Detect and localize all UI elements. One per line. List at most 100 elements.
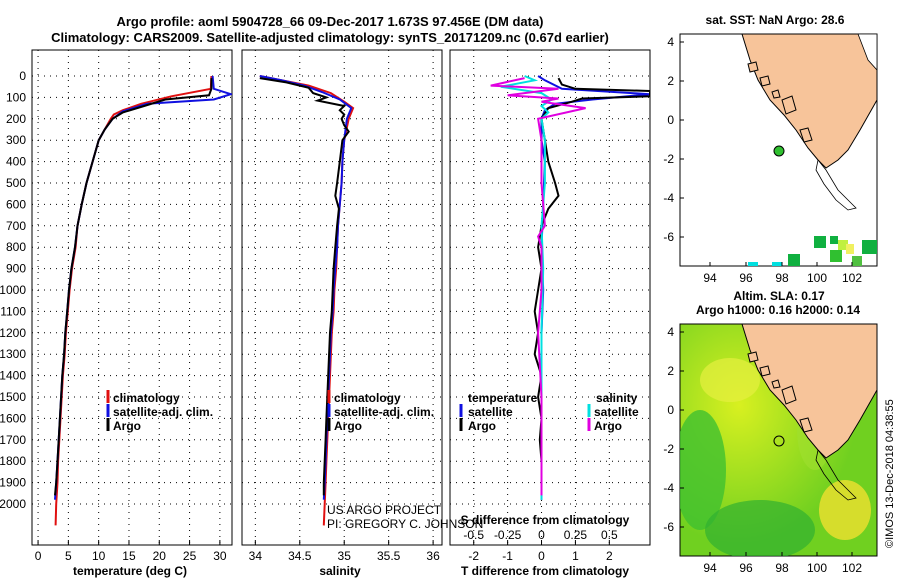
- temperature-tick-label: 10: [92, 549, 106, 563]
- map-y-tick-label: 0: [667, 403, 674, 417]
- legend-climatology-label: climatology: [113, 391, 180, 405]
- map-axis-labels: 94 96 98 100 102 4 2 0 -2 -4 -6 94 96 98 100 102 4 2 0 -2 -4…: [663, 35, 862, 575]
- temperature-tick-label: 0: [35, 549, 42, 563]
- sla-anomaly: [705, 500, 815, 556]
- depth-tick-label: 1900: [0, 476, 26, 490]
- map-x-tick-label: 98: [775, 561, 789, 575]
- sla-map-title-1: Altim. SLA: 0.17: [733, 289, 825, 303]
- legend-temperature-title: temperature: [468, 391, 538, 405]
- depth-tick-label: 900: [6, 262, 26, 276]
- difference-legend: temperature satellite Argo salinity sate…: [459, 391, 639, 433]
- legend-satellite-label: satellite-adj. clim.: [113, 405, 213, 419]
- sst-cell: [830, 250, 842, 262]
- map-x-tick-label: 102: [842, 271, 862, 285]
- mentawai-islands: [815, 159, 857, 211]
- salinity-tick-label: 36: [426, 549, 440, 563]
- sst-cell: [788, 254, 800, 266]
- salinity-tick-label: 35: [338, 549, 352, 563]
- map-x-tick-label: 96: [739, 561, 753, 575]
- island: [771, 379, 781, 389]
- sst-cell: [814, 236, 826, 248]
- sst-cell: [838, 240, 848, 250]
- island: [781, 95, 797, 115]
- sla-map-title-2: Argo h1000: 0.16 h2000: 0.14: [696, 303, 860, 317]
- depth-tick-label: 200: [6, 112, 26, 126]
- sst-cell: [772, 262, 782, 266]
- depth-tick-label: 1400: [0, 369, 26, 383]
- temperature-tick-label: 30: [213, 549, 227, 563]
- temperature-tick-label: 5: [65, 549, 72, 563]
- salinity-axis-label: salinity: [319, 564, 361, 578]
- map-y-tick-label: -4: [663, 481, 674, 495]
- s-difference-tick-label: -0.5: [463, 528, 484, 542]
- header-line-2: Climatology: CARS2009. Satellite-adjuste…: [51, 30, 609, 45]
- series-t-argo: [533, 77, 650, 496]
- series-t-satellite: [537, 75, 650, 500]
- sla-anomaly: [819, 480, 871, 540]
- t-difference-tick-label: -1: [502, 549, 513, 563]
- island: [781, 385, 797, 405]
- map-x-tick-label: 94: [703, 271, 717, 285]
- salinity-tick-label: 34: [249, 549, 263, 563]
- s-difference-tick-label: 0.5: [601, 528, 618, 542]
- credit-pi: PI: GREGORY C. JOHNSON: [327, 517, 483, 531]
- s-difference-tick-label: 0: [538, 528, 545, 542]
- t-difference-tick-label: 2: [606, 549, 613, 563]
- depth-tick-label: 500: [6, 176, 26, 190]
- salinity-panel-frame: [241, 49, 443, 546]
- panel-grid: [32, 50, 650, 545]
- profile-curves: [54, 75, 650, 526]
- sla-anomaly: [700, 358, 760, 402]
- depth-tick-label: 600: [6, 197, 26, 211]
- map-y-tick-label: -2: [663, 442, 674, 456]
- depth-tick-label: 300: [6, 133, 26, 147]
- sst-map-title: sat. SST: NaN Argo: 28.6: [706, 13, 845, 27]
- series-satellite-adj-clim-: [54, 75, 232, 500]
- depth-tick-label: 1700: [0, 433, 26, 447]
- t-difference-axis-label: T difference from climatology: [461, 564, 629, 578]
- credit-project: US ARGO PROJECT: [327, 503, 442, 517]
- island: [759, 365, 771, 377]
- temperature-tick-label: 25: [183, 549, 197, 563]
- map-x-tick-label: 96: [739, 271, 753, 285]
- map-x-tick-label: 100: [807, 561, 827, 575]
- mentawai-islands: [815, 449, 857, 501]
- depth-tick-label: 0: [19, 69, 26, 83]
- difference-panel-frame: [449, 49, 651, 546]
- legend-t-satellite-label: satellite: [468, 405, 513, 419]
- depth-tick-label: 700: [6, 219, 26, 233]
- t-difference-tick-label: 0: [538, 549, 545, 563]
- temperature-axis-label: temperature (deg C): [73, 564, 187, 578]
- map-x-tick-label: 98: [775, 271, 789, 285]
- header-line-1: Argo profile: aoml 5904728_66 09-Dec-201…: [116, 14, 543, 29]
- depth-tick-label: 1800: [0, 454, 26, 468]
- depth-tick-label: 1100: [0, 304, 26, 318]
- series-climatology: [259, 75, 355, 526]
- island: [771, 89, 781, 99]
- depth-tick-label: 100: [6, 90, 26, 104]
- map-y-tick-label: 4: [667, 35, 674, 49]
- depth-tick-label: 1000: [0, 283, 26, 297]
- argo-float-marker: [773, 145, 785, 157]
- legend-s-argo-label: Argo: [594, 419, 622, 433]
- sst-cell: [846, 244, 854, 254]
- strait-water: [857, 34, 877, 71]
- sst-cell: [748, 262, 758, 266]
- temperature-tick-label: 20: [153, 549, 167, 563]
- s-difference-tick-label: -0.25: [494, 528, 522, 542]
- map-x-tick-label: 94: [703, 561, 717, 575]
- legend-argo-label: Argo: [113, 419, 141, 433]
- depth-tick-label: 1200: [0, 326, 26, 340]
- salinity-tick-label: 34.5: [288, 549, 312, 563]
- sst-map: [679, 33, 878, 267]
- island: [799, 127, 813, 143]
- depth-tick-label: 2000: [0, 497, 26, 511]
- map-y-tick-label: -2: [663, 152, 674, 166]
- curve-group: [490, 75, 650, 500]
- imos-timestamp: ©IMOS 13-Dec-2018 04:38:55: [884, 399, 896, 548]
- legend-satellite-label: satellite-adj. clim.: [334, 405, 434, 419]
- island: [747, 61, 759, 73]
- temperature-legend: climatology satellite-adj. clim. Argo: [106, 390, 213, 433]
- legend-argo-label: Argo: [334, 419, 362, 433]
